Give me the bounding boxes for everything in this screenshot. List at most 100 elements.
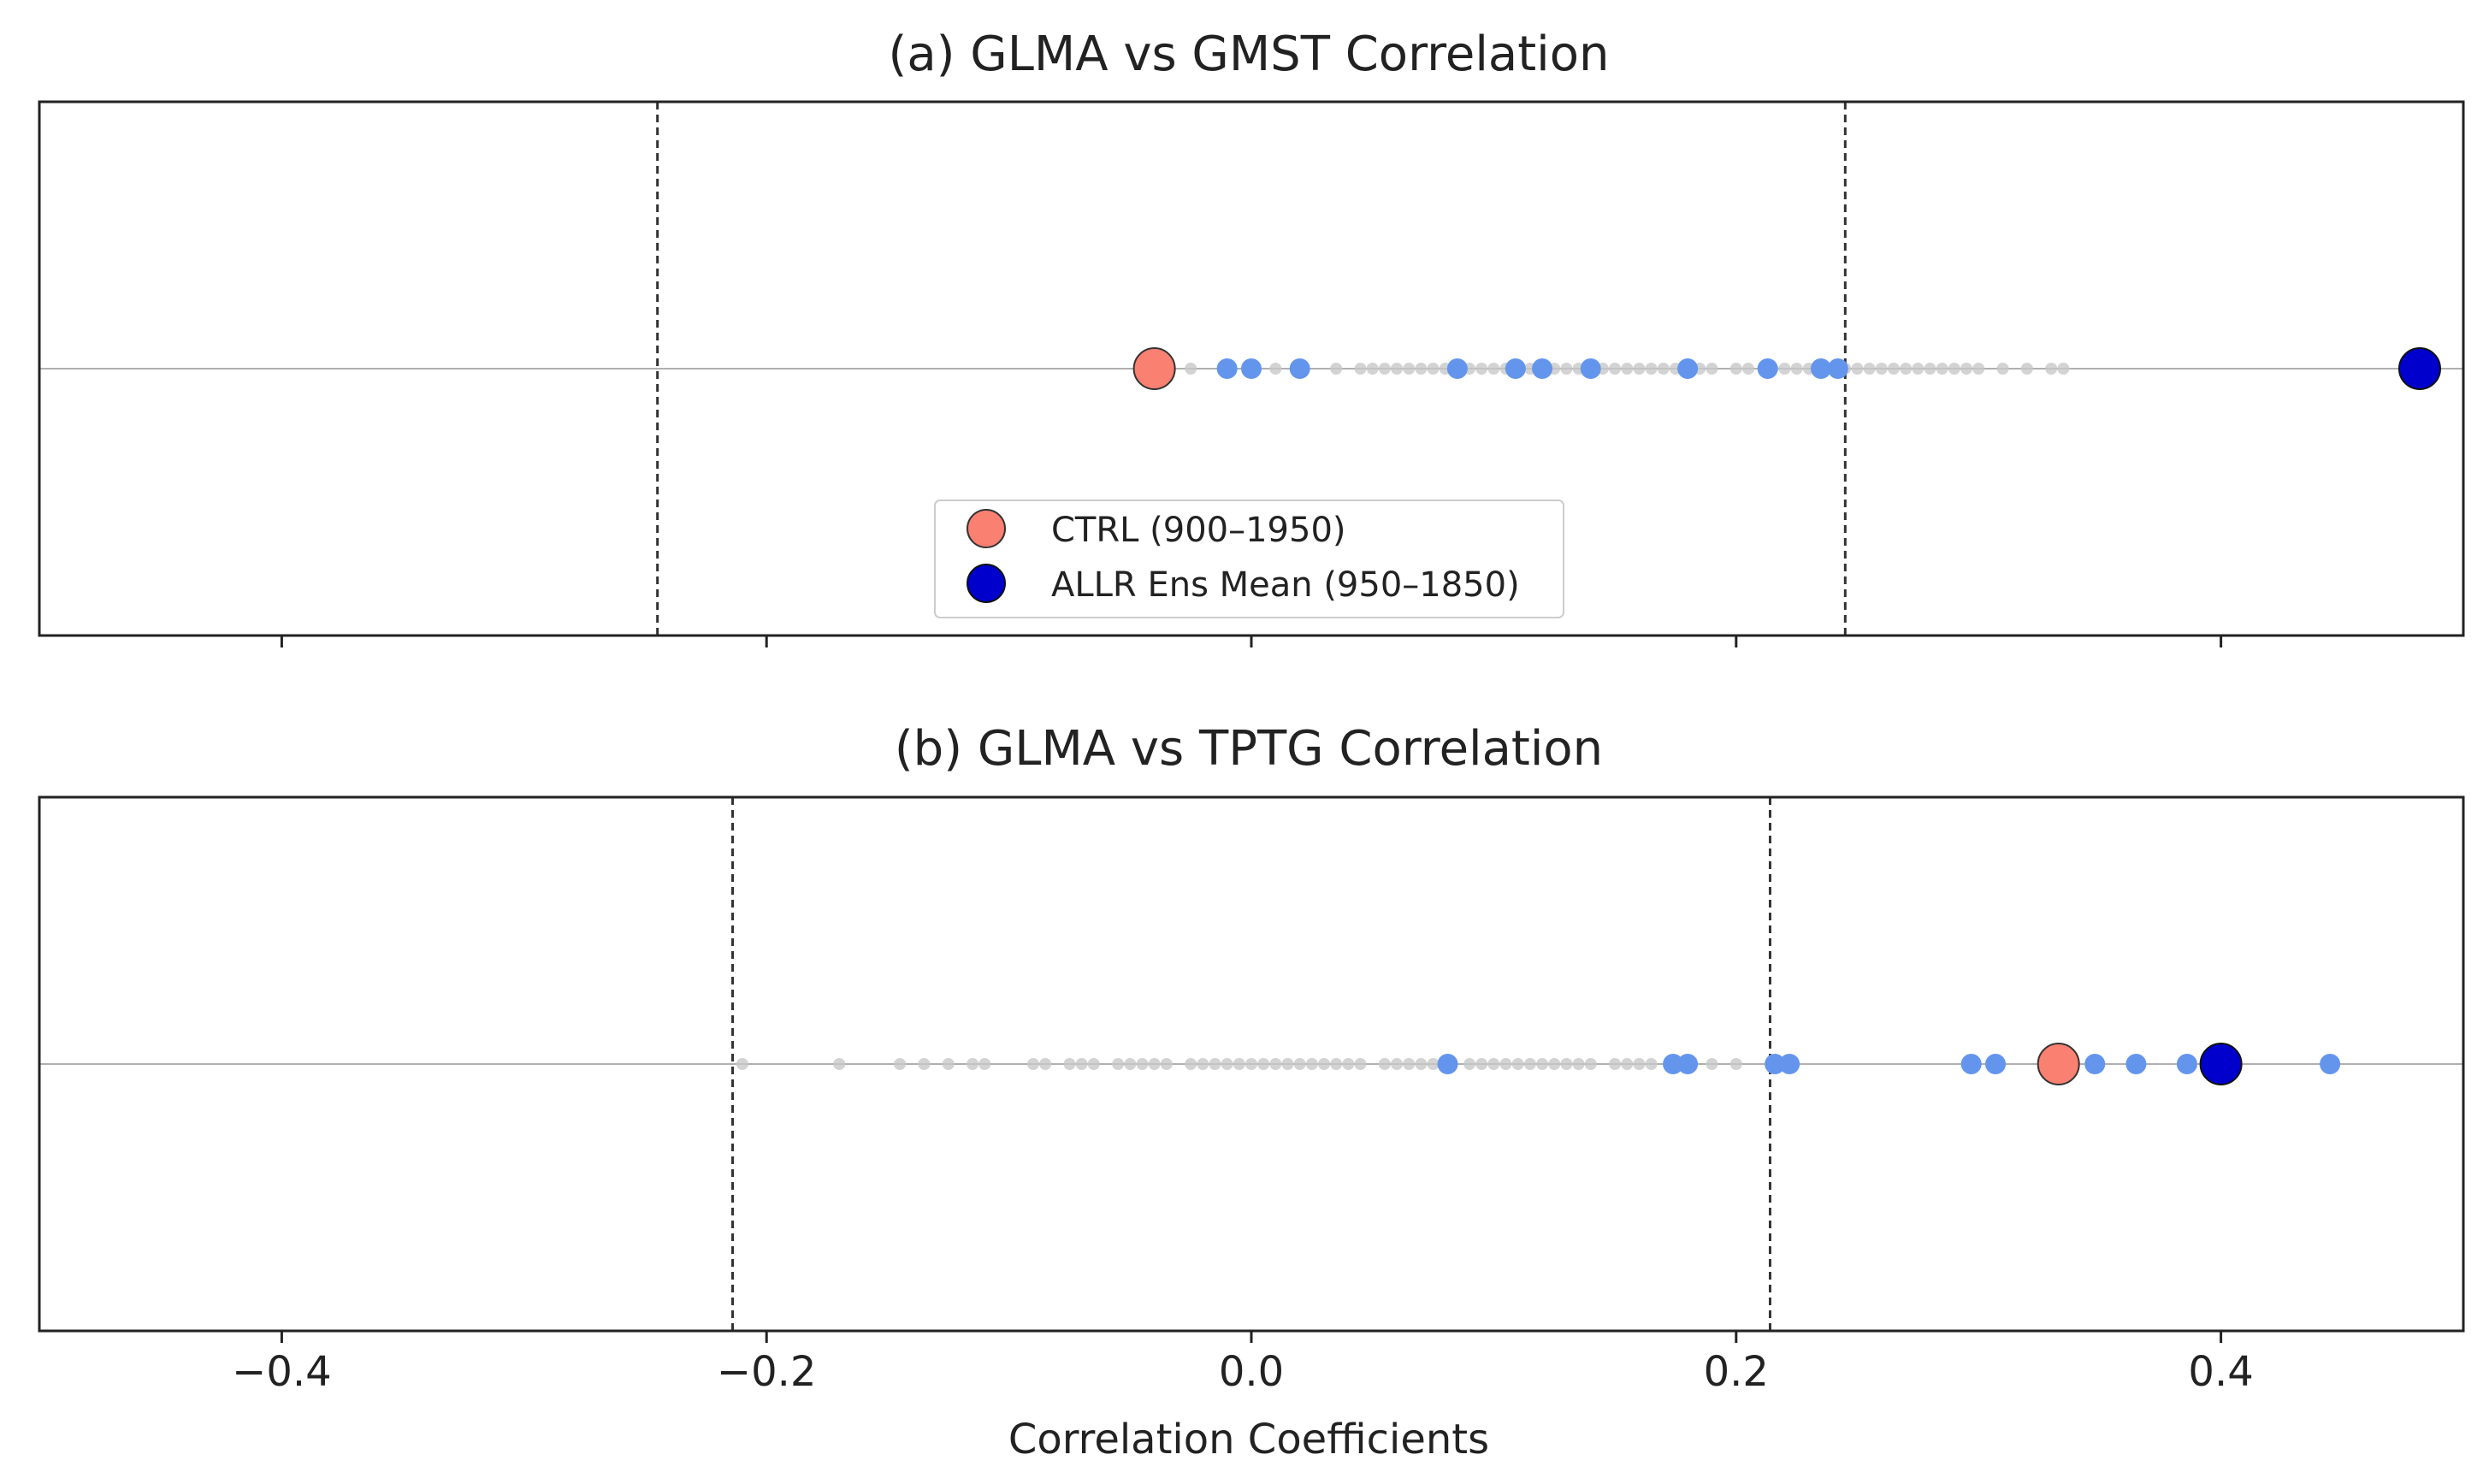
background-point [1415, 1058, 1428, 1070]
panel-b-title: (b) GLMA vs TPTG Correlation [895, 721, 1603, 777]
background-point [1257, 1058, 1270, 1070]
background-point [967, 1058, 979, 1070]
background-point [1391, 1058, 1404, 1070]
background-point [1741, 363, 1754, 375]
x-tick-label: 0.0 [1219, 1348, 1284, 1396]
allr-member-point [1765, 1054, 1786, 1074]
background-point [1124, 1058, 1137, 1070]
background-point [1936, 363, 1948, 375]
panel-b-marks [39, 797, 2463, 1331]
background-point [1112, 1058, 1125, 1070]
background-point [1475, 1058, 1488, 1070]
background-point [1378, 363, 1391, 375]
x-tick-label: −0.4 [232, 1348, 332, 1396]
legend-label-allr-ens-mean: ALLR Ens Mean (950–1850) [1051, 565, 1520, 605]
background-point [1706, 363, 1718, 375]
legend: CTRL (900–1950) ALLR Ens Mean (950–1850) [934, 500, 1564, 618]
background-point [1511, 1058, 1524, 1070]
allr-member-point [1985, 1054, 2007, 1074]
ens-mean-point [2397, 347, 2441, 390]
background-point [2057, 363, 2070, 375]
allr-member-point [2320, 1054, 2341, 1074]
background-point [1584, 1058, 1597, 1070]
allr-member-point [1216, 358, 1238, 379]
panel-a-title: (a) GLMA vs GMST Correlation [888, 27, 1609, 82]
background-point [1657, 363, 1670, 375]
background-point [1427, 1058, 1440, 1070]
x-tick-label: −0.2 [717, 1348, 817, 1396]
background-point [1148, 1058, 1161, 1070]
legend-marker-allr-ens-mean [967, 564, 1006, 603]
background-point [1633, 1058, 1646, 1070]
background-point [1281, 1058, 1294, 1070]
background-point [1536, 1058, 1549, 1070]
background-point [1269, 1058, 1282, 1070]
allr-member-point [1446, 358, 1468, 379]
background-point [1487, 363, 1500, 375]
allr-member-point [2176, 1054, 2197, 1074]
allr-member-point [2084, 1054, 2106, 1074]
background-point [1645, 1058, 1658, 1070]
background-point [1912, 363, 1924, 375]
panel-b-ticks: −0.4 −0.2 0.0 0.2 0.4 [232, 1331, 2254, 1396]
background-point [833, 1058, 846, 1070]
allr-member-point [1505, 358, 1526, 379]
background-point [736, 1058, 748, 1070]
x-tick-label: 0.2 [1704, 1348, 1769, 1396]
background-point [1354, 363, 1367, 375]
background-point [1729, 1058, 1742, 1070]
background-point [1185, 1058, 1197, 1070]
background-point [1233, 1058, 1245, 1070]
allr-member-point [1437, 1054, 1458, 1074]
background-point [1463, 1058, 1476, 1070]
background-point [1160, 1058, 1173, 1070]
background-point [1778, 363, 1791, 375]
legend-label-ctrl: CTRL (900–1950) [1051, 511, 1346, 550]
panel-b: (b) GLMA vs TPTG Correlation −0.4 −0.2 0.0… [38, 721, 2465, 1396]
background-point [1888, 363, 1901, 375]
background-point [1197, 1058, 1209, 1070]
background-point [978, 1058, 991, 1070]
background-point [1403, 1058, 1416, 1070]
background-point [1924, 363, 1936, 375]
background-point [1087, 1058, 1100, 1070]
legend-marker-ctrl [967, 509, 1006, 548]
background-point [1342, 1058, 1355, 1070]
background-point [1305, 1058, 1318, 1070]
x-axis-label: Correlation Coefficients [1008, 1416, 1489, 1463]
background-point [1572, 1058, 1585, 1070]
background-point [1136, 1058, 1149, 1070]
background-point [1209, 1058, 1221, 1070]
background-point [1487, 1058, 1500, 1070]
background-point [1621, 363, 1634, 375]
background-point [1330, 1058, 1343, 1070]
panel-a-marks [39, 102, 2463, 636]
allr-member-point [1580, 358, 1601, 379]
background-point [1851, 363, 1864, 375]
legend-box [934, 500, 1564, 618]
background-point [1609, 1058, 1622, 1070]
allr-member-point [2125, 1054, 2147, 1074]
background-point [1378, 1058, 1391, 1070]
allr-member-point [1827, 358, 1848, 379]
background-point [1499, 1058, 1512, 1070]
panel-a-ticks [280, 636, 2223, 647]
background-point [1293, 1058, 1306, 1070]
allr-member-point [1960, 1054, 1982, 1074]
background-point [1063, 1058, 1076, 1070]
background-point [1475, 363, 1488, 375]
ctrl-point [2037, 1043, 2080, 1085]
background-point [1960, 363, 1973, 375]
allr-member-point [1677, 358, 1699, 379]
background-point [1900, 363, 1913, 375]
background-point [1039, 1058, 1052, 1070]
background-point [1863, 363, 1876, 375]
background-point [1560, 363, 1573, 375]
background-point [1415, 363, 1428, 375]
background-point [918, 1058, 931, 1070]
background-point [1948, 363, 1960, 375]
background-point [1972, 363, 1985, 375]
background-point [1075, 1058, 1088, 1070]
background-point [1269, 363, 1282, 375]
